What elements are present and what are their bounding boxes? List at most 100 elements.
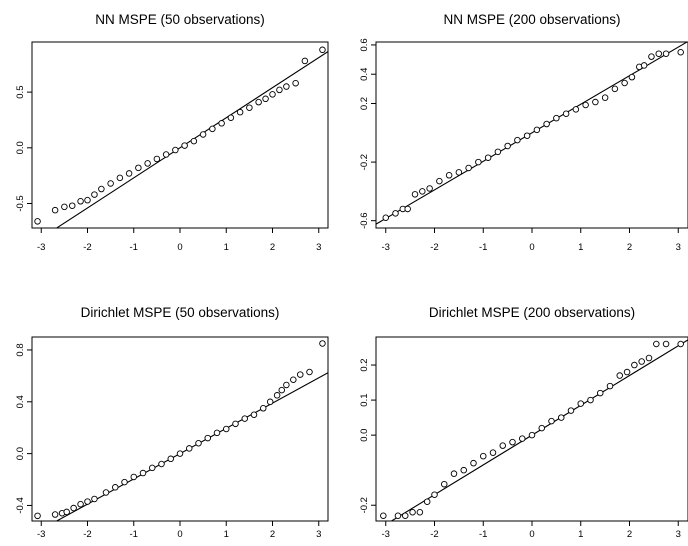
- qq-point: [489, 449, 497, 456]
- qq-point: [436, 177, 443, 185]
- x-tick-label: 0: [177, 529, 182, 540]
- qq-point: [283, 83, 290, 90]
- qq-point: [306, 368, 313, 376]
- x-tick-label: 2: [270, 242, 275, 253]
- qq-point: [519, 435, 526, 442]
- panel-title: NN MSPE (200 observations): [443, 12, 620, 27]
- panel-title: NN MSPE (50 observations): [95, 12, 265, 27]
- qq-point: [645, 354, 653, 362]
- qq-point: [392, 210, 399, 217]
- x-tick-label: -1: [479, 242, 487, 253]
- qq-point: [116, 174, 124, 182]
- qq-point: [98, 185, 105, 193]
- qq-point: [102, 489, 110, 496]
- qq-point: [34, 512, 41, 520]
- qq-point: [84, 498, 91, 505]
- qq-point: [597, 389, 604, 397]
- qq-point: [411, 191, 419, 198]
- qq-point: [423, 498, 431, 505]
- x-tick-label: -3: [382, 529, 390, 540]
- qq-point: [543, 120, 550, 128]
- qq-point: [181, 142, 188, 149]
- qq-point: [445, 172, 453, 179]
- qq-point: [144, 160, 151, 167]
- qq-point: [558, 414, 565, 421]
- qq-point: [262, 95, 269, 103]
- qq-panel-3: Dirichlet MSPE (50 observations) -3 -2 -1 0 1…: [15, 305, 329, 540]
- x-tick-label: -2: [430, 242, 438, 253]
- plot-frame: [375, 41, 688, 229]
- qq-point: [480, 452, 487, 460]
- qq-point: [655, 50, 663, 57]
- x-tick-label: -3: [37, 242, 45, 253]
- qq-point: [148, 464, 156, 472]
- qq-point: [167, 455, 174, 463]
- y-tick-label: 0.0: [15, 141, 26, 154]
- y-tick-label: 0.8: [15, 343, 26, 356]
- qq-point: [572, 106, 580, 113]
- qq-point: [125, 170, 133, 177]
- x-tick-label: -1: [130, 529, 138, 540]
- qq-point: [587, 396, 594, 404]
- qq-point: [394, 512, 402, 519]
- qq-point: [380, 512, 387, 519]
- qq-point: [260, 405, 267, 412]
- x-tick-label: 0: [529, 529, 534, 540]
- qq-point: [209, 125, 216, 133]
- x-tick-label: 3: [316, 242, 321, 253]
- qq-point: [91, 495, 98, 503]
- qq-point: [111, 484, 119, 491]
- qq-point: [499, 442, 507, 449]
- qq-point: [227, 114, 235, 121]
- qq-point: [621, 79, 628, 87]
- qq-point: [504, 142, 511, 150]
- qq-point: [475, 158, 482, 166]
- qq-point: [153, 155, 161, 163]
- qq-point: [70, 504, 77, 512]
- y-tick-label: 0.4: [15, 395, 26, 408]
- qq-point: [662, 50, 670, 57]
- y-tick-label: 0.4: [359, 68, 370, 81]
- x-tick-label: 1: [224, 529, 229, 540]
- qq-point: [218, 120, 225, 127]
- qq-point: [523, 132, 531, 139]
- qq-point: [61, 203, 68, 211]
- qq-point: [592, 98, 599, 106]
- qq-point: [273, 392, 281, 399]
- x-tick-label: -2: [430, 529, 438, 540]
- qq-point: [292, 79, 299, 87]
- qq-point: [255, 98, 262, 106]
- qq-point: [283, 381, 290, 389]
- qq-point: [232, 420, 239, 428]
- x-tick-label: 0: [177, 242, 182, 253]
- x-tick-label: 1: [578, 242, 583, 253]
- qq-point: [135, 164, 142, 172]
- qq-point: [222, 425, 230, 433]
- qq-point: [51, 206, 59, 214]
- y-tick-label: -0.6: [359, 212, 370, 228]
- x-tick-label: -3: [37, 529, 45, 540]
- qq-point: [250, 411, 258, 418]
- x-tick-label: -2: [83, 242, 91, 253]
- reference-line: [55, 51, 328, 228]
- qq-point: [470, 459, 477, 467]
- qq-point: [653, 340, 660, 348]
- y-tick-label: 0.2: [359, 97, 370, 110]
- qq-point: [628, 73, 636, 81]
- qq-point: [455, 169, 463, 176]
- qq-point: [241, 415, 248, 422]
- qq-point: [538, 424, 546, 432]
- qq-point: [319, 46, 326, 54]
- qq-point: [213, 429, 221, 437]
- qq-panel-1: NN MSPE (50 observations) -3 -2 -1 0 1 2 3 -0.5 0…: [15, 12, 329, 253]
- qq-point: [204, 434, 211, 442]
- qq-point: [426, 185, 433, 192]
- x-tick-label: 1: [578, 529, 583, 540]
- y-tick-label: 0.0: [15, 447, 26, 460]
- qq-point: [77, 500, 84, 508]
- x-tick-label: 3: [676, 529, 681, 540]
- y-tick-label: -0.2: [359, 154, 370, 170]
- qq-point: [677, 49, 684, 56]
- qq-point: [84, 196, 91, 204]
- qq-point: [606, 382, 614, 390]
